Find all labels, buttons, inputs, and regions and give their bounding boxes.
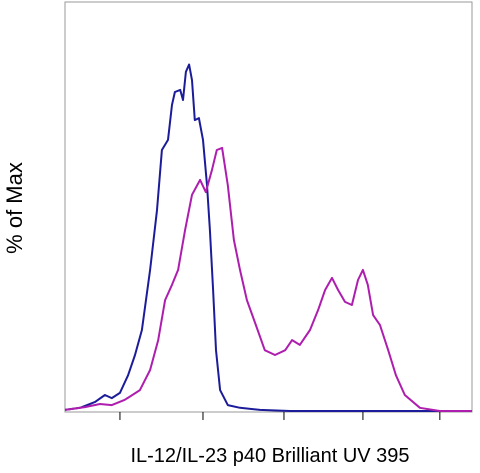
x-axis-label: IL-12/IL-23 p40 Brilliant UV 395 [130, 445, 409, 467]
histogram-line [64, 146, 472, 412]
histogram-line [64, 63, 472, 412]
y-axis-label: % of Max [2, 162, 27, 254]
plot-frame [64, 1, 473, 413]
